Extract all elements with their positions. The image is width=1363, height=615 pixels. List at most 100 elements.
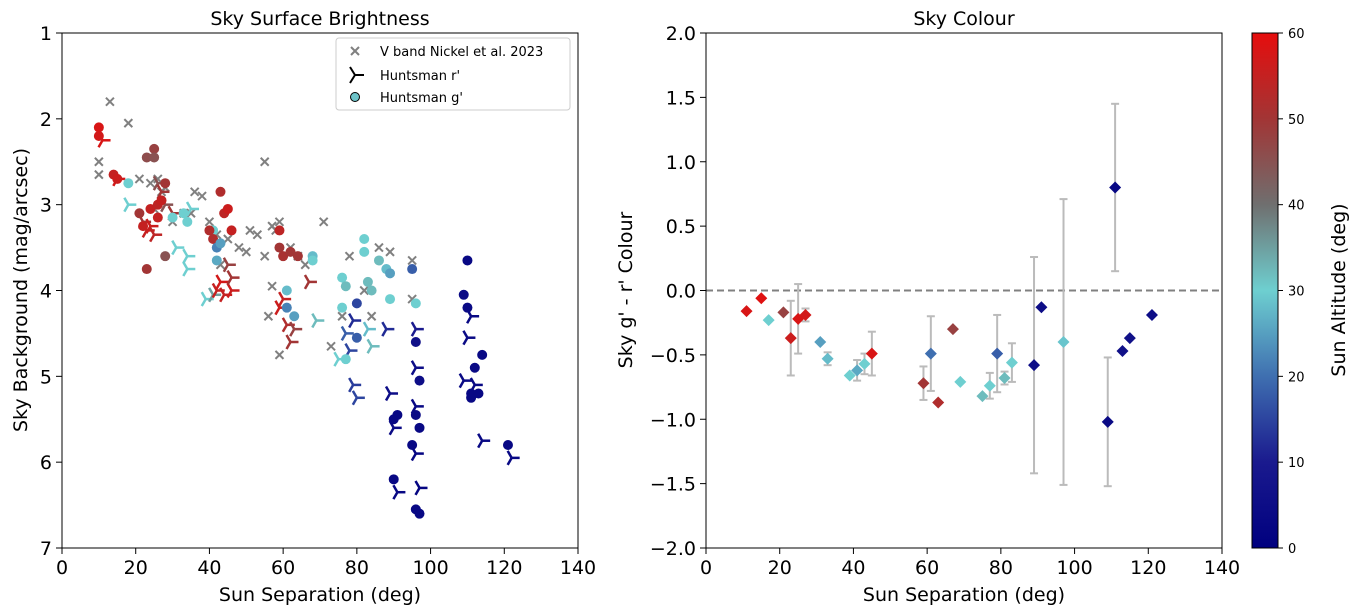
colour-point: [1123, 332, 1136, 345]
huntsman-g-point: [359, 246, 370, 257]
huntsman-g-point: [93, 131, 104, 141]
colour-point: [814, 336, 827, 348]
nickel-point: [366, 311, 377, 321]
colour-point: [865, 347, 878, 360]
nickel-point: [274, 350, 285, 360]
brightness-xtick-label: 80: [345, 557, 369, 579]
colour-xtick-label: 100: [1056, 557, 1092, 579]
huntsman-g-point: [112, 173, 123, 184]
huntsman-g-point: [215, 186, 226, 197]
colour-point: [954, 375, 967, 388]
legend-marker-x: [350, 46, 360, 56]
nickel-point: [260, 251, 270, 261]
huntsman-g-point: [414, 422, 425, 433]
huntsman-g-point: [156, 195, 167, 206]
colour-point: [762, 314, 775, 327]
colour-ytick-label: −0.5: [650, 345, 696, 367]
nickel-point: [274, 217, 285, 227]
colour-point: [1028, 359, 1041, 372]
huntsman-g-point: [366, 285, 377, 296]
brightness-xtick-label: 140: [560, 557, 596, 579]
brightness-plot-frame: [61, 32, 579, 549]
huntsman-r-point: [303, 274, 317, 290]
colorbar-tick-label: 0: [1288, 542, 1296, 557]
huntsman-g-point: [410, 337, 421, 347]
brightness-xlabel: Sun Separation (deg): [219, 584, 421, 606]
colorbar-label: Sun Altitude (deg): [1328, 203, 1350, 376]
colour-point: [991, 347, 1004, 360]
huntsman-r-point: [384, 385, 399, 402]
nickel-point: [374, 242, 384, 253]
legend-label-nickel: V band Nickel et al. 2023: [380, 45, 543, 60]
huntsman-g-point: [285, 246, 296, 257]
huntsman-r-point: [348, 312, 362, 329]
nickel-point: [234, 242, 244, 253]
colour-point: [843, 369, 856, 382]
colorbar-tick-label: 50: [1288, 113, 1305, 128]
nickel-point: [267, 281, 277, 291]
huntsman-g-point: [215, 238, 226, 249]
brightness-ytick-label: 6: [40, 452, 52, 474]
colour-ytick-label: 1.5: [666, 87, 696, 109]
huntsman-g-point: [477, 349, 488, 360]
colorbar-scale: [1251, 32, 1279, 549]
colour-point: [932, 396, 945, 409]
huntsman-g-point: [458, 289, 469, 300]
huntsman-g-point: [414, 508, 425, 519]
huntsman-g-point: [208, 234, 219, 244]
huntsman-r-point: [410, 360, 424, 376]
colour-ytick-label: 2.0: [666, 23, 696, 45]
brightness-axis-ticks: 0 20 40 60 80 100 120 140 1 2 3 4 5 6 7: [40, 23, 596, 579]
huntsman-g-point: [178, 208, 189, 219]
brightness-xtick-label: 20: [124, 557, 148, 579]
huntsman-g-point: [388, 474, 399, 485]
colour-point: [858, 357, 871, 370]
brightness-ytick-label: 5: [40, 366, 52, 388]
colour-xtick-label: 80: [989, 557, 1013, 579]
huntsman-g-point: [281, 285, 292, 296]
colour-point: [998, 372, 1011, 385]
huntsman-g-point: [145, 203, 156, 214]
huntsman-r-point: [348, 377, 362, 393]
colour-point: [799, 308, 812, 321]
huntsman-g-point: [469, 362, 480, 373]
legend-label-huntsman-g: Huntsman g': [380, 91, 463, 106]
colour-point: [740, 305, 753, 318]
huntsman-r-point: [149, 227, 163, 243]
brightness-ylabel: Sky Background (mag/arcsec): [10, 148, 32, 432]
huntsman-g-point: [274, 242, 285, 253]
huntsman-r-point: [145, 218, 159, 234]
brightness-title: Sky Surface Brightness: [210, 8, 429, 30]
colour-point: [1145, 308, 1158, 321]
colour-plot-frame: [705, 32, 1223, 549]
brightness-xtick-label: 60: [271, 557, 295, 579]
nickel-point: [94, 169, 104, 180]
brightness-xtick-label: 120: [486, 557, 522, 579]
huntsman-g-point: [473, 388, 484, 399]
huntsman-g-point: [160, 251, 171, 262]
huntsman-g-point: [392, 409, 403, 420]
legend-marker-tri: [349, 66, 364, 84]
huntsman-g-point: [123, 178, 134, 189]
nickel-point: [134, 174, 145, 184]
huntsman-g-point: [274, 225, 285, 236]
nickel-point: [94, 157, 104, 167]
huntsman-g-point: [278, 251, 289, 262]
nickel-point: [385, 247, 395, 257]
nickel-point: [263, 311, 274, 321]
huntsman-r-point: [226, 270, 240, 286]
brightness-ytick-label: 7: [40, 538, 52, 560]
colour-point: [1101, 415, 1114, 428]
colorbar-tick-label: 60: [1288, 27, 1305, 42]
brightness-xtick-label: 0: [56, 557, 68, 579]
huntsman-g-point: [373, 255, 384, 266]
huntsman-g-point: [141, 152, 152, 163]
colour-ytick-label: 1.0: [666, 152, 696, 174]
huntsman-g-point: [141, 264, 152, 275]
huntsman-r-point: [123, 197, 137, 213]
nickel-point: [252, 230, 263, 240]
colorbar-tick-label: 20: [1288, 370, 1305, 385]
huntsman-g-point: [359, 234, 370, 244]
huntsman-r-point: [477, 433, 491, 449]
colour-ytick-label: 0.0: [666, 281, 696, 303]
